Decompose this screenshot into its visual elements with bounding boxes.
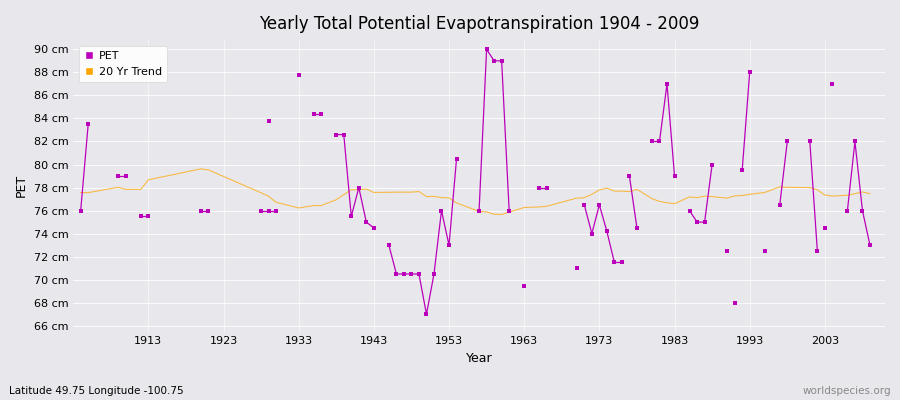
Point (292, 72, 306, 78)
Point (742, 69, 757, 76)
Point (758, 248, 772, 254)
Point (841, 208, 855, 214)
Point (480, 46, 494, 52)
Point (592, 202, 607, 208)
Point (810, 248, 824, 254)
Point (337, 131, 351, 138)
Point (359, 219, 374, 225)
Point (261, 118, 275, 124)
Legend: PET, 20 Yr Trend: PET, 20 Yr Trend (78, 46, 167, 82)
Point (487, 58, 501, 64)
Point (435, 208, 449, 214)
Point (74, 208, 88, 214)
Point (517, 282, 531, 289)
Point (539, 184, 554, 191)
Point (442, 242, 456, 248)
Point (622, 173, 636, 179)
Point (261, 208, 275, 214)
Point (585, 230, 599, 237)
Point (494, 58, 508, 64)
Point (720, 248, 734, 254)
Point (615, 259, 629, 266)
Point (570, 265, 584, 272)
Point (314, 111, 328, 117)
Point (660, 81, 674, 87)
Text: Latitude 49.75 Longitude -100.75: Latitude 49.75 Longitude -100.75 (9, 386, 184, 396)
Point (133, 213, 148, 220)
Point (690, 219, 705, 225)
Point (652, 138, 667, 145)
Point (382, 242, 396, 248)
Point (119, 173, 133, 179)
Point (202, 208, 216, 214)
Point (599, 228, 614, 234)
Point (269, 208, 284, 214)
Point (411, 271, 426, 277)
Title: Yearly Total Potential Evapotranspiration 1904 - 2009: Yearly Total Potential Evapotranspiratio… (259, 15, 699, 33)
Point (307, 111, 321, 117)
Point (772, 202, 787, 208)
Point (261, 208, 275, 214)
Point (780, 138, 795, 145)
Point (449, 156, 464, 162)
Text: worldspecies.org: worldspecies.org (803, 386, 891, 396)
Point (389, 271, 403, 277)
Point (818, 225, 832, 231)
Point (608, 259, 622, 266)
Point (397, 271, 411, 277)
Point (344, 213, 358, 220)
Point (111, 173, 125, 179)
Point (727, 300, 742, 306)
Y-axis label: PET: PET (15, 174, 28, 198)
Point (630, 225, 644, 231)
Point (667, 173, 681, 179)
Point (698, 219, 712, 225)
Point (577, 202, 591, 208)
Point (532, 184, 546, 191)
Point (81, 121, 95, 128)
Point (352, 184, 366, 191)
Point (682, 208, 697, 214)
Point (735, 167, 750, 174)
Point (705, 161, 719, 168)
Point (194, 208, 208, 214)
X-axis label: Year: Year (466, 352, 492, 365)
Point (863, 242, 878, 248)
Point (848, 138, 862, 145)
Point (803, 138, 817, 145)
Point (366, 225, 381, 231)
Point (644, 138, 659, 145)
Point (141, 213, 156, 220)
Point (502, 208, 517, 214)
Point (472, 208, 486, 214)
Point (254, 208, 268, 214)
Point (427, 271, 441, 277)
Point (855, 208, 869, 214)
Point (825, 81, 840, 87)
Point (404, 271, 419, 277)
Point (329, 131, 344, 138)
Point (419, 311, 434, 318)
